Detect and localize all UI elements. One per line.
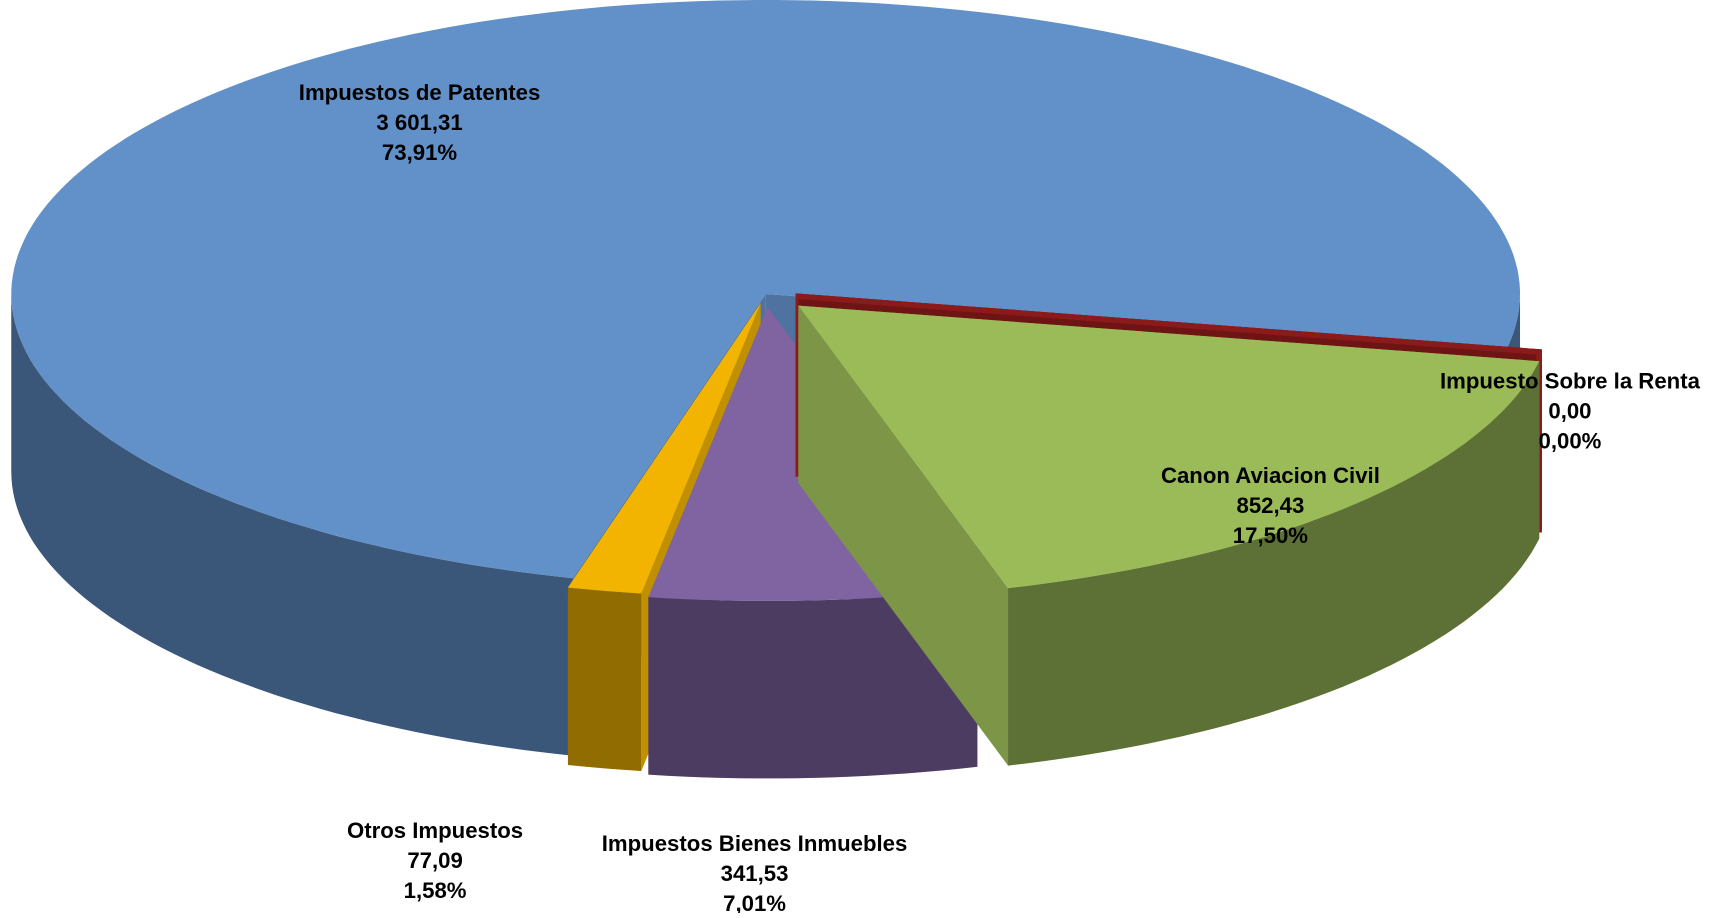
slice-label: Impuestos Bienes Inmuebles xyxy=(602,831,908,856)
shading xyxy=(648,589,978,779)
slice-part xyxy=(567,587,642,772)
slice-label: Impuesto Sobre la Renta xyxy=(1440,369,1701,394)
slice-part xyxy=(648,589,978,779)
value-label: 77,09 xyxy=(407,848,462,873)
shading xyxy=(567,587,642,772)
percent-label: 0,00% xyxy=(1539,428,1602,453)
slice-part xyxy=(11,0,1521,579)
percent-label: 1,58% xyxy=(404,878,467,903)
slice-part xyxy=(567,303,761,594)
slice-part xyxy=(798,305,1009,766)
slice-label: Impuestos de Patentes xyxy=(299,80,541,105)
slice-part xyxy=(798,305,1540,589)
value-label: 3 601,31 xyxy=(376,110,462,135)
slice-part xyxy=(11,293,573,756)
value-label: 0,00 xyxy=(1548,399,1591,424)
value-label: 341,53 xyxy=(721,861,789,886)
shading xyxy=(11,293,573,756)
slice xyxy=(798,305,1540,766)
slice-label: Otros Impuestos xyxy=(347,818,523,843)
percent-label: 17,50% xyxy=(1233,523,1308,548)
slice-part xyxy=(798,293,1540,355)
slice-part xyxy=(1008,361,1540,766)
shading xyxy=(1008,361,1540,766)
shading xyxy=(798,305,1009,766)
percent-label: 73,91% xyxy=(382,140,457,165)
percent-label: 7,01% xyxy=(723,891,786,913)
slice-label: Canon Aviacion Civil xyxy=(1161,463,1380,488)
value-label: 852,43 xyxy=(1237,493,1305,518)
